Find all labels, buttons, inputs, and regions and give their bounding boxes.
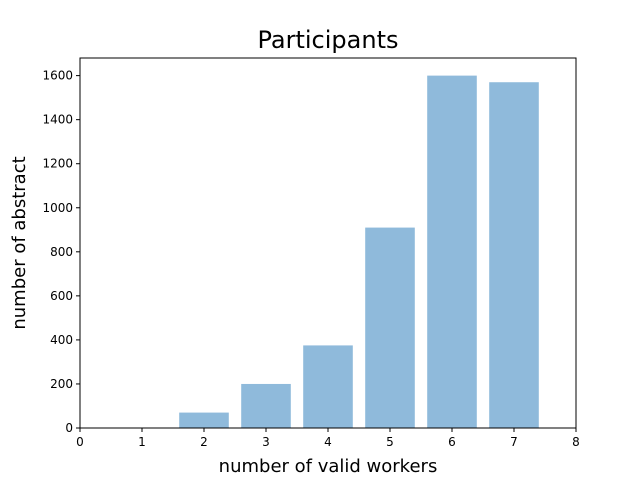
y-axis-ticks: 0 200 400 600 800 1000 1200 1400 1600 bbox=[42, 69, 80, 435]
y-tick-label: 200 bbox=[50, 377, 73, 391]
x-tick-label: 8 bbox=[572, 435, 580, 449]
x-tick-label: 7 bbox=[510, 435, 518, 449]
x-tick-label: 4 bbox=[324, 435, 332, 449]
bar-6 bbox=[427, 75, 477, 428]
y-tick-label: 1200 bbox=[42, 157, 73, 171]
y-tick-label: 1000 bbox=[42, 201, 73, 215]
chart-title: Participants bbox=[258, 26, 399, 54]
bar-5 bbox=[365, 227, 415, 428]
x-tick-label: 2 bbox=[200, 435, 208, 449]
bar-7 bbox=[489, 82, 539, 428]
x-axis-ticks: 0 1 2 3 4 5 6 7 8 bbox=[76, 428, 580, 449]
y-tick-label: 1400 bbox=[42, 113, 73, 127]
x-tick-label: 1 bbox=[138, 435, 146, 449]
y-tick-label: 800 bbox=[50, 245, 73, 259]
bars-group bbox=[179, 75, 539, 428]
y-tick-label: 400 bbox=[50, 333, 73, 347]
y-axis-label: number of abstract bbox=[9, 156, 30, 329]
x-tick-label: 3 bbox=[262, 435, 270, 449]
y-tick-label: 600 bbox=[50, 289, 73, 303]
plot-frame bbox=[79, 57, 577, 429]
y-tick-label: 0 bbox=[65, 421, 73, 435]
bar-3 bbox=[241, 383, 291, 428]
bar-4 bbox=[303, 345, 353, 428]
bar-2 bbox=[179, 412, 229, 428]
y-tick-label: 1600 bbox=[42, 69, 73, 83]
x-axis-label: number of valid workers bbox=[219, 456, 438, 477]
x-tick-label: 6 bbox=[448, 435, 456, 449]
x-tick-label: 5 bbox=[386, 435, 394, 449]
x-tick-label: 0 bbox=[76, 435, 84, 449]
